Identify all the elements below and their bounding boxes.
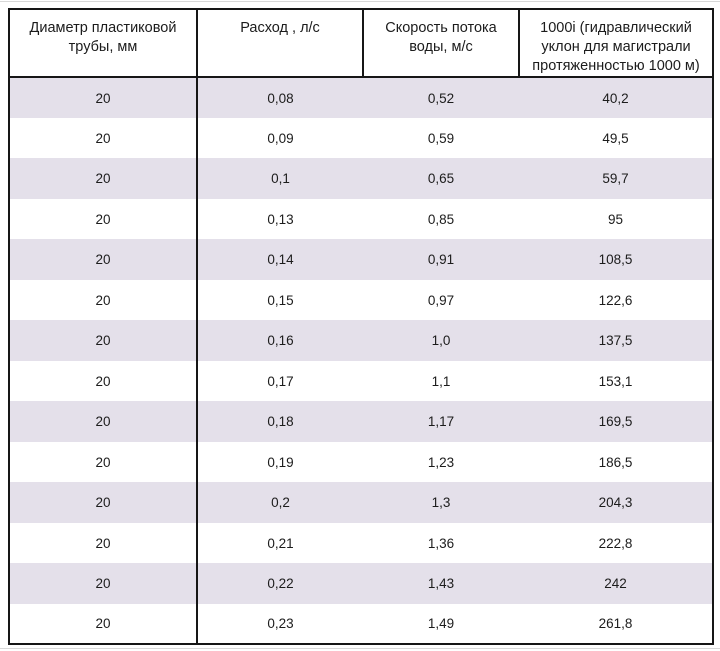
table-cell: 1,1: [431, 373, 451, 389]
column-header-hydraulic-slope: 1000i (гидравлический уклон для магистра…: [519, 9, 713, 79]
table-cell: 20: [9, 603, 198, 645]
table-row: 20 0,17 1,1 153,1: [9, 360, 713, 402]
table-row: 20 0,19 1,23 186,5: [9, 441, 713, 483]
table-cell: 20: [9, 198, 198, 240]
table-row: 20 0,1 0,65 59,7: [9, 158, 713, 199]
table-cell: 20: [9, 360, 198, 402]
table-cell: 0,52: [427, 90, 455, 106]
table-body: 20 0,08 0,52 40,2 20 0,09 0,59 49,5 20 0,1 0,65 59,…: [9, 77, 713, 645]
table-cell: 1,49: [427, 616, 455, 632]
table-cell: 49,5: [602, 130, 629, 146]
table-cell: 0,91: [427, 252, 455, 268]
table-row: 20 0,16 1,0 137,5: [9, 320, 713, 361]
table-cell: 20: [9, 441, 198, 483]
table-cell: 20: [9, 522, 198, 564]
table-row: 20 0,15 0,97 122,6: [9, 279, 713, 321]
table-cell: 0,17: [267, 373, 294, 389]
table-cell: 0,65: [427, 171, 455, 187]
table-cell: 20: [9, 563, 198, 604]
table-cell: 1,0: [431, 333, 451, 349]
table-header: Диаметр пластиковой трубы, мм Расход , л…: [9, 9, 713, 79]
table-cell: 0,08: [267, 90, 294, 106]
table-cell: 261,8: [598, 616, 633, 632]
table-cell: 20: [9, 279, 198, 321]
table-cell: 0,85: [427, 211, 455, 227]
table-cell: 20: [9, 117, 198, 159]
table-cell: 0,16: [267, 333, 294, 349]
table-cell: 222,8: [598, 535, 633, 551]
table-cell: 0,19: [267, 454, 294, 470]
table-row: 20 0,18 1,17 169,5: [9, 401, 713, 442]
table-row: 20 0,2 1,3 204,3: [9, 482, 713, 523]
table-row: 20 0,21 1,36 222,8: [9, 522, 713, 564]
table-cell: 0,1: [271, 171, 290, 187]
header-row: Диаметр пластиковой трубы, мм Расход , л…: [9, 9, 713, 79]
column-header-flow-rate: Расход , л/с: [197, 9, 364, 79]
table-cell: 20: [9, 239, 198, 280]
table-cell: 0,09: [267, 130, 294, 146]
table-cell: 0,18: [267, 414, 294, 430]
column-header-water-velocity: Скорость потока воды, м/с: [363, 9, 520, 79]
table-row: 20 0,22 1,43 242: [9, 563, 713, 604]
table-row: 20 0,08 0,52 40,2: [9, 77, 713, 118]
table-cell: 153,1: [598, 373, 633, 389]
table-cell: 1,17: [427, 414, 455, 430]
table-cell: 0,14: [267, 252, 294, 268]
table-cell: 186,5: [598, 454, 633, 470]
table-cell: 1,23: [427, 454, 455, 470]
table-cell: 20: [9, 482, 198, 523]
table-row: 20 0,23 1,49 261,8: [9, 603, 713, 645]
table-cell: 0,2: [271, 495, 290, 511]
table-cell: 1,3: [431, 495, 451, 511]
table-cell: 40,2: [602, 90, 629, 106]
table-cell: 20: [9, 158, 198, 199]
table-cell: 137,5: [598, 333, 633, 349]
table-cell: 20: [9, 77, 198, 118]
hydraulic-table: Диаметр пластиковой трубы, мм Расход , л…: [8, 8, 714, 646]
table-row: 20 0,09 0,59 49,5: [9, 117, 713, 159]
table-cell: 0,15: [267, 292, 294, 308]
table-cell: 20: [9, 320, 198, 361]
table-cell: 0,22: [267, 576, 294, 592]
table-row: 20 0,13 0,85 95: [9, 198, 713, 240]
table-cell: 108,5: [598, 252, 633, 268]
column-header-pipe-diameter: Диаметр пластиковой трубы, мм: [9, 9, 198, 79]
table-row: 20 0,14 0,91 108,5: [9, 239, 713, 280]
table-cell: 20: [9, 401, 198, 442]
table-cell: 242: [604, 576, 627, 592]
table-cell: 0,97: [427, 292, 455, 308]
table-cell: 122,6: [598, 292, 633, 308]
page-edge-bottom: [0, 648, 720, 649]
table-cell: 1,43: [427, 576, 455, 592]
table-cell: 0,13: [267, 211, 294, 227]
table-cell: 169,5: [598, 414, 633, 430]
table-cell: 204,3: [598, 495, 633, 511]
table-cell: 1,36: [427, 535, 455, 551]
table-cell: 0,21: [267, 535, 294, 551]
page-edge-top: [0, 1, 720, 2]
table-cell: 59,7: [602, 171, 629, 187]
table-cell: 0,59: [427, 130, 455, 146]
table-cell: 0,23: [267, 616, 294, 632]
table-cell: 95: [607, 211, 624, 227]
